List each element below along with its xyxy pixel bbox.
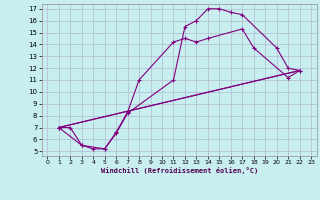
X-axis label: Windchill (Refroidissement éolien,°C): Windchill (Refroidissement éolien,°C) (100, 167, 258, 174)
